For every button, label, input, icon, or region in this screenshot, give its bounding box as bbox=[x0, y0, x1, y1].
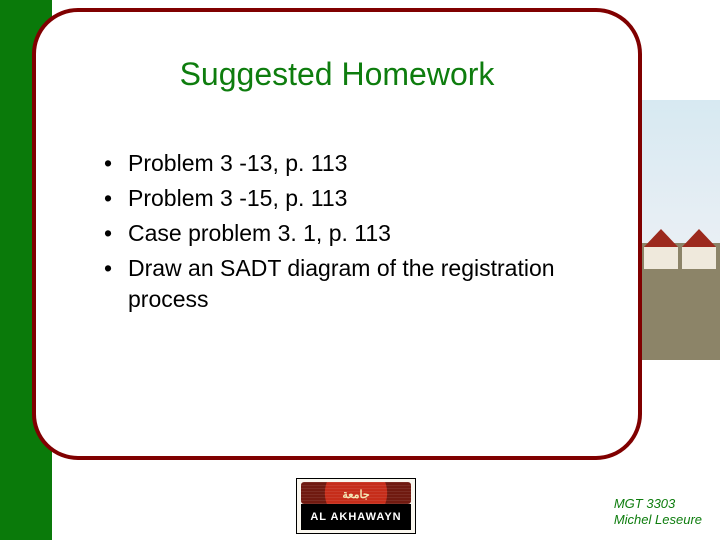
university-logo: جامعة AL AKHAWAYN bbox=[296, 478, 416, 534]
footer: MGT 3303 Michel Leseure bbox=[614, 496, 702, 529]
bullet-text: Case problem 3. 1, p. 113 bbox=[128, 218, 391, 249]
bullet-text: Problem 3 -13, p. 113 bbox=[128, 148, 347, 179]
slide: Suggested Homework • Problem 3 -13, p. 1… bbox=[0, 0, 720, 540]
bullet-text: Draw an SADT diagram of the registration… bbox=[128, 253, 598, 315]
bullet-dot-icon: • bbox=[100, 183, 128, 214]
bullet-text: Problem 3 -15, p. 113 bbox=[128, 183, 347, 214]
house-icon bbox=[644, 229, 678, 269]
logo-arabic-text: جامعة bbox=[301, 488, 411, 501]
house-icon bbox=[682, 229, 716, 269]
bullet-dot-icon: • bbox=[100, 218, 128, 249]
list-item: • Draw an SADT diagram of the registrati… bbox=[100, 253, 598, 315]
bullet-dot-icon: • bbox=[100, 253, 128, 284]
logo-top: جامعة bbox=[301, 482, 411, 504]
logo-name: AL AKHAWAYN bbox=[301, 504, 411, 530]
slide-title: Suggested Homework bbox=[36, 56, 638, 93]
bullet-list: • Problem 3 -13, p. 113 • Problem 3 -15,… bbox=[100, 148, 598, 319]
content-box: Suggested Homework • Problem 3 -13, p. 1… bbox=[32, 8, 642, 460]
list-item: • Case problem 3. 1, p. 113 bbox=[100, 218, 598, 249]
bullet-dot-icon: • bbox=[100, 148, 128, 179]
list-item: • Problem 3 -15, p. 113 bbox=[100, 183, 598, 214]
list-item: • Problem 3 -13, p. 113 bbox=[100, 148, 598, 179]
author-name: Michel Leseure bbox=[614, 512, 702, 528]
course-code: MGT 3303 bbox=[614, 496, 702, 512]
